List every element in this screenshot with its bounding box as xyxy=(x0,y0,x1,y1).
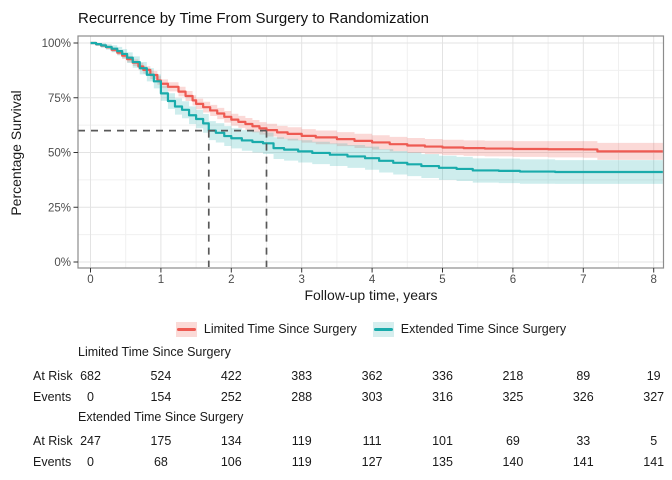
chart-title: Recurrence by Time From Surgery to Rando… xyxy=(78,10,429,27)
at-risk-value-limited-t7: 89 xyxy=(576,369,591,383)
at-risk-value-limited-t0: 682 xyxy=(80,369,101,383)
events-value-extended-t1: 68 xyxy=(153,455,168,469)
at-risk-row-label-limited: At Risk xyxy=(33,369,73,383)
at-risk-value-limited-t3: 383 xyxy=(291,369,313,383)
events-value-extended-t0: 0 xyxy=(87,455,94,469)
y-tick-label-50: 50% xyxy=(48,148,71,160)
legend: Limited Time Since Surgery Extended Time… xyxy=(78,320,664,338)
x-tick-label-0: 0 xyxy=(87,274,93,286)
x-tick-label-1: 1 xyxy=(158,274,164,286)
legend-label-extended: Extended Time Since Surgery xyxy=(400,322,567,336)
x-tick-label-2: 2 xyxy=(228,274,234,286)
risk-group-header-limited: Limited Time Since Surgery xyxy=(78,345,231,359)
legend-key-line-limited xyxy=(176,327,196,331)
legend-item-limited: Limited Time Since Surgery xyxy=(175,321,357,337)
events-value-extended-t5: 135 xyxy=(432,455,453,469)
km-curve-extended xyxy=(90,41,663,174)
at-risk-row-label-extended: At Risk xyxy=(33,434,73,448)
at-risk-value-extended-t8: 5 xyxy=(650,434,658,448)
at-risk-value-limited-t2: 422 xyxy=(220,369,242,383)
at-risk-value-limited-t4: 362 xyxy=(361,369,383,383)
survival-plot-panel: 0 1 2 3 4 5 6 7 8 0% 25% 50% 75% 100% xyxy=(42,35,665,286)
events-value-limited-t3: 288 xyxy=(291,390,313,404)
at-risk-value-limited-t8: 19 xyxy=(646,369,661,383)
events-value-limited-t7: 326 xyxy=(572,390,594,404)
events-value-limited-t8: 327 xyxy=(643,390,665,404)
y-tick-label-25: 25% xyxy=(48,202,71,214)
at-risk-value-limited-t1: 524 xyxy=(150,369,172,383)
x-tick-label-5: 5 xyxy=(439,274,445,286)
at-risk-value-extended-t5: 101 xyxy=(432,434,453,448)
events-value-limited-t0: 0 xyxy=(87,390,94,404)
events-value-limited-t5: 316 xyxy=(432,390,453,404)
x-tick-label-3: 3 xyxy=(298,274,304,286)
at-risk-value-extended-t0: 247 xyxy=(80,434,101,448)
at-risk-value-extended-t2: 134 xyxy=(220,434,242,448)
events-value-extended-t4: 127 xyxy=(361,455,383,469)
events-value-limited-t6: 325 xyxy=(502,390,524,404)
x-axis-title: Follow-up time, years xyxy=(304,287,438,303)
x-tick-label-4: 4 xyxy=(369,274,376,286)
at-risk-value-limited-t6: 218 xyxy=(502,369,524,383)
at-risk-value-extended-t6: 69 xyxy=(505,434,520,448)
legend-item-extended: Extended Time Since Surgery xyxy=(372,321,567,337)
at-risk-value-extended-t7: 33 xyxy=(576,434,591,448)
events-row-label-extended: Events xyxy=(33,455,72,469)
events-value-extended-t8: 141 xyxy=(643,455,665,469)
events-value-extended-t2: 106 xyxy=(220,455,242,469)
risk-group-header-extended: Extended Time Since Surgery xyxy=(78,410,244,424)
events-value-limited-t4: 303 xyxy=(361,390,383,404)
legend-swatch-limited xyxy=(175,321,197,337)
legend-key-line-extended xyxy=(373,327,393,331)
events-row-label-limited: Events xyxy=(33,390,72,404)
y-tick-label-0: 0% xyxy=(54,257,71,269)
ci-band-limited xyxy=(90,43,663,161)
ci-band-extended xyxy=(90,43,663,184)
at-risk-value-limited-t5: 336 xyxy=(432,369,453,383)
events-value-limited-t1: 154 xyxy=(150,390,172,404)
events-value-extended-t3: 119 xyxy=(291,455,312,469)
legend-label-limited: Limited Time Since Surgery xyxy=(203,322,357,336)
x-tick-label-8: 8 xyxy=(650,274,656,286)
events-value-limited-t2: 252 xyxy=(220,390,242,404)
y-tick-label-75: 75% xyxy=(48,93,71,105)
y-tick-label-100: 100% xyxy=(42,38,71,50)
events-value-extended-t7: 141 xyxy=(572,455,594,469)
legend-swatch-extended xyxy=(372,321,394,337)
at-risk-value-extended-t4: 111 xyxy=(362,434,382,448)
at-risk-value-extended-t1: 175 xyxy=(150,434,172,448)
x-tick-label-7: 7 xyxy=(580,274,586,286)
events-value-extended-t6: 140 xyxy=(502,455,524,469)
at-risk-value-extended-t3: 119 xyxy=(291,434,312,448)
x-tick-label-6: 6 xyxy=(510,274,516,286)
